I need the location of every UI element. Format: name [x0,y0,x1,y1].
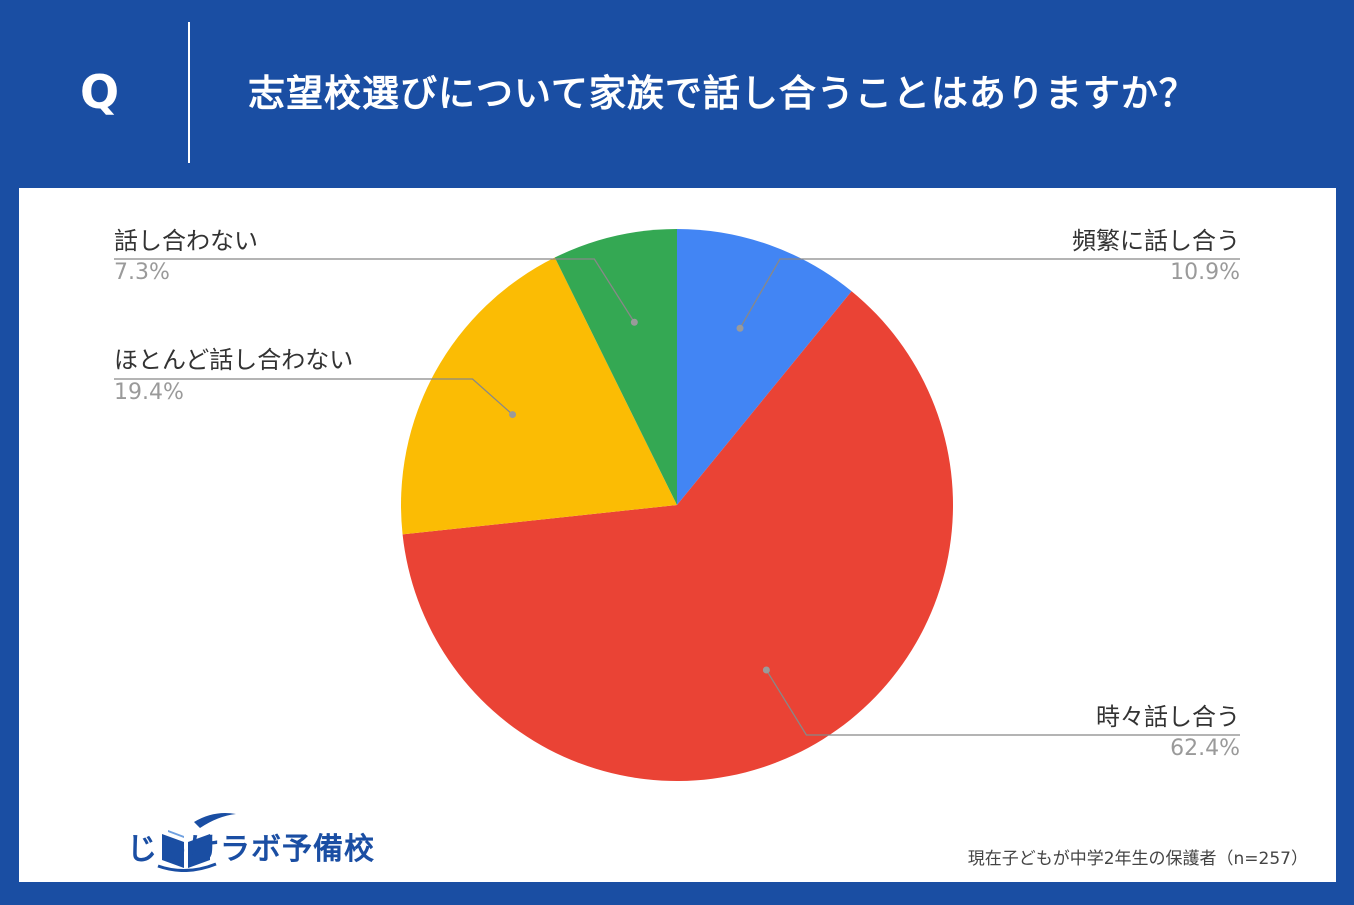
label-sometimes: 時々話し合う [1096,703,1240,731]
slice-never [554,229,677,505]
leader-sometimes [765,669,1240,736]
pie-chart [114,229,1240,781]
pct-sometimes: 62.4% [1170,736,1240,761]
pct-rarely: 19.4% [114,380,184,405]
slice-sometimes [402,291,953,781]
dot-never [630,318,638,326]
dot-frequent [736,324,744,332]
dot-rarely [509,411,517,419]
label-frequent: 頻繁に話し合う [1072,227,1240,255]
label-never: 話し合わない [114,227,258,255]
slice-rarely [401,257,677,535]
footnote: 現在子どもが中学2年生の保護者（n=257） [967,849,1308,869]
leader-never [114,258,635,323]
open-book-icon [157,813,236,872]
brand-name: じゅけラボ予備校 [127,832,375,867]
pct-never: 7.3% [114,260,170,285]
chart-panel: 頻繁に話し合う 10.9% 時々話し合う 62.4% ほとんど話し合わない 19… [19,188,1336,882]
pct-frequent: 10.9% [1170,260,1240,285]
question-title: 志望校選びについて家族で話し合うことはありますか？ [248,72,1197,115]
leader-frequent [739,258,1240,329]
dot-sometimes [762,666,770,674]
q-mark: Q [80,65,120,119]
leader-rarely [114,378,513,416]
header: Q 志望校選びについて家族で話し合うことはありますか？ [0,0,1354,188]
label-rarely: ほとんど話し合わない [114,346,354,374]
slice-frequent [677,229,852,505]
header-divider [188,22,190,163]
